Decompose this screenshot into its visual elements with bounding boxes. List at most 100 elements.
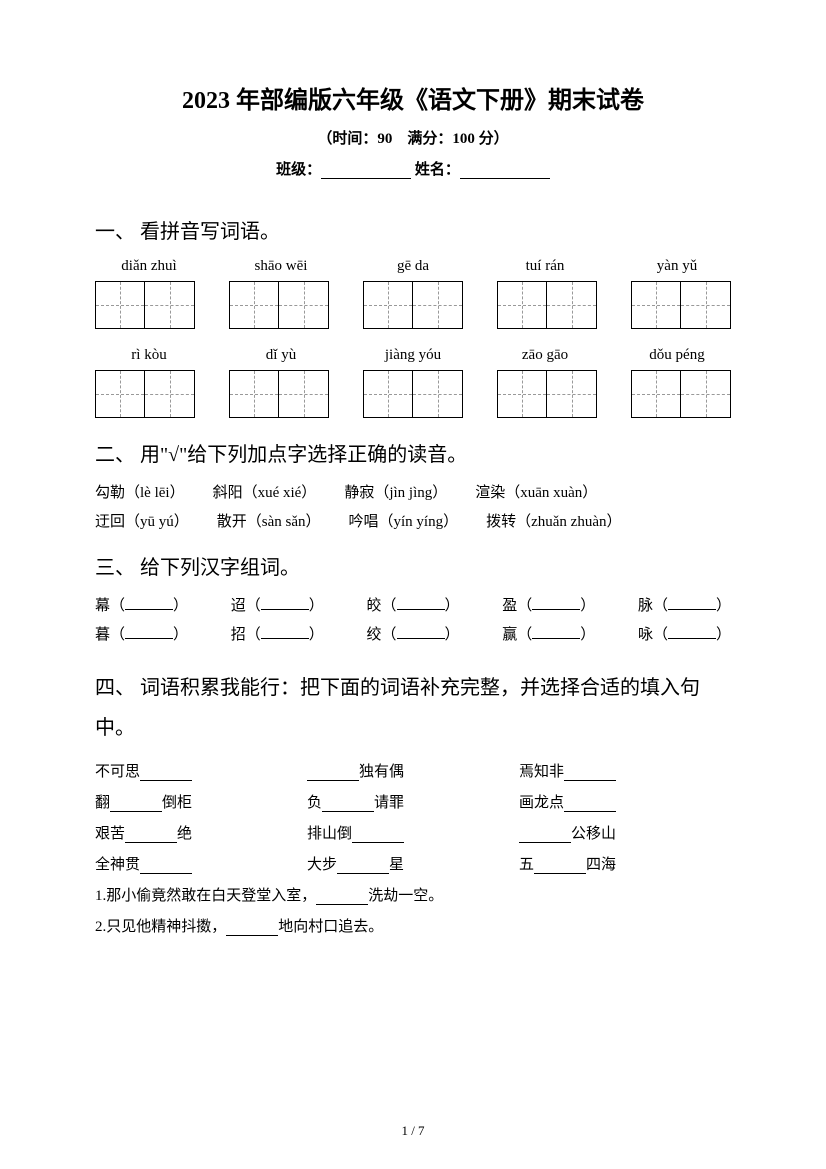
q3-item: 幕（） — [95, 594, 188, 615]
char-box[interactable] — [631, 370, 731, 418]
idiom-blank[interactable] — [337, 860, 389, 874]
idiom-blank[interactable] — [140, 860, 192, 874]
word-blank[interactable] — [668, 596, 716, 610]
pinyin-label: dǒu péng — [623, 347, 731, 364]
q4-item: 负请罪 — [307, 791, 519, 812]
q4-row: 翻倒柜 负请罪 画龙点 — [95, 791, 731, 812]
name-label: 姓名： — [415, 162, 460, 178]
char-box[interactable] — [95, 281, 195, 329]
idiom-blank[interactable] — [519, 829, 571, 843]
word-blank[interactable] — [397, 596, 445, 610]
q3-line-2: 暮（） 招（） 绞（） 赢（） 咏（） — [95, 623, 731, 644]
q2-item: 散开（sàn sǎn） — [217, 510, 321, 531]
char-box[interactable] — [363, 281, 463, 329]
q4-row: 艰苦绝 排山倒 公移山 — [95, 822, 731, 843]
class-label: 班级： — [276, 162, 321, 178]
pinyin-label: jiàng yóu — [359, 347, 467, 364]
q4-row: 不可思 独有偶 焉知非 — [95, 760, 731, 781]
char-box-row-1 — [95, 281, 731, 329]
char-box[interactable] — [363, 370, 463, 418]
pinyin-row-2: rì kòu dǐ yù jiàng yóu zāo gāo dǒu péng — [95, 347, 731, 364]
q4-row: 全神贯 大步星 五四海 — [95, 853, 731, 874]
q3-item: 迢（） — [231, 594, 324, 615]
pinyin-label: tuí rán — [491, 258, 599, 275]
q3-item: 招（） — [231, 623, 324, 644]
q4-item: 全神贯 — [95, 853, 307, 874]
char-box[interactable] — [229, 281, 329, 329]
q4-item: 翻倒柜 — [95, 791, 307, 812]
q4-item: 画龙点 — [519, 791, 731, 812]
q3-heading: 三、 给下列汉字组词。 — [95, 551, 731, 580]
char-box-row-2 — [95, 370, 731, 418]
q2-line-1: 勾勒（lè lēi） 斜阳（xué xié） 静寂（jìn jìng） 渲染（x… — [95, 481, 731, 502]
q4-item: 五四海 — [519, 853, 731, 874]
pinyin-row-1: diǎn zhuì shāo wēi gē da tuí rán yàn yǔ — [95, 258, 731, 275]
q4-item: 焉知非 — [519, 760, 731, 781]
q4-item: 艰苦绝 — [95, 822, 307, 843]
q4-item: 排山倒 — [307, 822, 519, 843]
q1-heading: 一、 看拼音写词语。 — [95, 215, 731, 244]
q4-heading: 四、 词语积累我能行：把下面的词语补充完整，并选择合适的填入句中。 — [95, 668, 731, 748]
pinyin-label: gē da — [359, 258, 467, 275]
q4-item: 大步星 — [307, 853, 519, 874]
q2-item: 迂回（yū yú） — [95, 510, 189, 531]
idiom-blank[interactable] — [110, 798, 162, 812]
idiom-blank[interactable] — [564, 798, 616, 812]
pinyin-label: diǎn zhuì — [95, 258, 203, 275]
idiom-blank[interactable] — [564, 767, 616, 781]
char-box[interactable] — [497, 281, 597, 329]
pinyin-label: shāo wēi — [227, 258, 335, 275]
q2-item: 吟唱（yín yíng） — [349, 510, 459, 531]
q2-item: 勾勒（lè lēi） — [95, 481, 185, 502]
q2-line-2: 迂回（yū yú） 散开（sàn sǎn） 吟唱（yín yíng） 拨转（zh… — [95, 510, 731, 531]
q2-heading: 二、 用"√"给下列加点字选择正确的读音。 — [95, 438, 731, 467]
q3-item: 盈（） — [502, 594, 595, 615]
pinyin-label: zāo gāo — [491, 347, 599, 364]
idiom-blank[interactable] — [125, 829, 177, 843]
q2-item: 斜阳（xué xié） — [213, 481, 317, 502]
q2-item: 渲染（xuān xuàn） — [475, 481, 597, 502]
idiom-blank[interactable] — [352, 829, 404, 843]
q4-sentence-1: 1.那小偷竟然敢在白天登堂入室，洗劫一空。 — [95, 884, 731, 905]
sentence-blank[interactable] — [316, 891, 368, 905]
word-blank[interactable] — [261, 596, 309, 610]
char-box[interactable] — [497, 370, 597, 418]
idiom-blank[interactable] — [140, 767, 192, 781]
char-box[interactable] — [229, 370, 329, 418]
q3-item: 暮（） — [95, 623, 188, 644]
idiom-blank[interactable] — [307, 767, 359, 781]
word-blank[interactable] — [125, 625, 173, 639]
word-blank[interactable] — [397, 625, 445, 639]
pinyin-label: yàn yǔ — [623, 258, 731, 275]
q3-item: 咏（） — [638, 623, 731, 644]
q3-line-1: 幕（） 迢（） 皎（） 盈（） 脉（） — [95, 594, 731, 615]
q4-item: 不可思 — [95, 760, 307, 781]
q3-item: 赢（） — [502, 623, 595, 644]
word-blank[interactable] — [532, 596, 580, 610]
sentence-blank[interactable] — [226, 922, 278, 936]
student-info: 班级： 姓名： — [95, 158, 731, 179]
q2-item: 拨转（zhuǎn zhuàn） — [486, 510, 621, 531]
word-blank[interactable] — [532, 625, 580, 639]
q3-item: 绞（） — [366, 623, 459, 644]
q4-item: 独有偶 — [307, 760, 519, 781]
char-box[interactable] — [631, 281, 731, 329]
exam-subtitle: （时间：90 满分：100 分） — [95, 127, 731, 148]
exam-title: 2023 年部编版六年级《语文下册》期末试卷 — [95, 80, 731, 115]
class-blank[interactable] — [321, 164, 411, 179]
word-blank[interactable] — [668, 625, 716, 639]
pinyin-label: rì kòu — [95, 347, 203, 364]
word-blank[interactable] — [125, 596, 173, 610]
q4-sentence-2: 2.只见他精神抖擞，地向村口追去。 — [95, 915, 731, 936]
q3-item: 皎（） — [366, 594, 459, 615]
name-blank[interactable] — [460, 164, 550, 179]
word-blank[interactable] — [261, 625, 309, 639]
page-number: 1 / 7 — [0, 1123, 826, 1139]
char-box[interactable] — [95, 370, 195, 418]
q2-item: 静寂（jìn jìng） — [344, 481, 447, 502]
idiom-blank[interactable] — [322, 798, 374, 812]
q4-item: 公移山 — [519, 822, 731, 843]
q3-item: 脉（） — [638, 594, 731, 615]
idiom-blank[interactable] — [534, 860, 586, 874]
pinyin-label: dǐ yù — [227, 347, 335, 364]
